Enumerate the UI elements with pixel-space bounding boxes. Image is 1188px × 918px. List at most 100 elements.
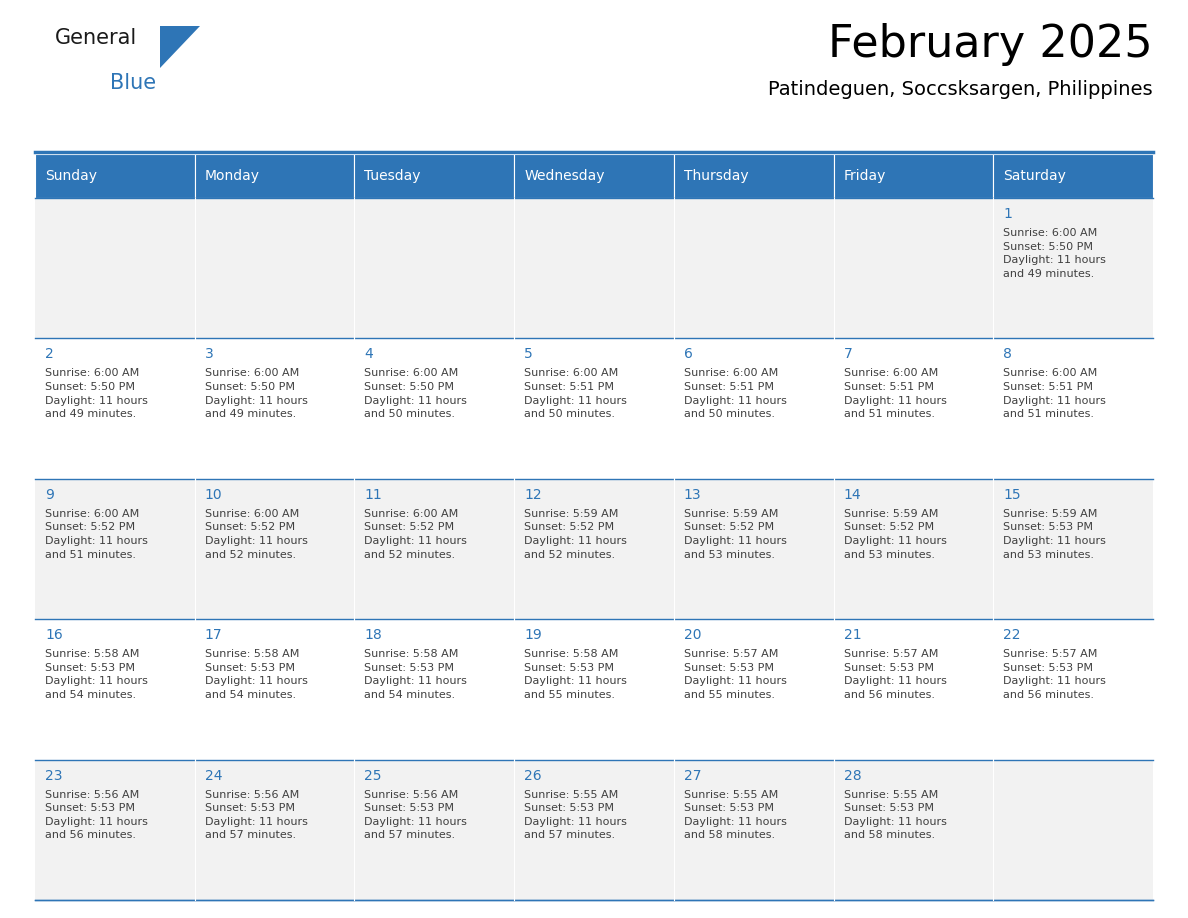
Text: Sunrise: 6:00 AM
Sunset: 5:51 PM
Daylight: 11 hours
and 50 minutes.: Sunrise: 6:00 AM Sunset: 5:51 PM Dayligh… xyxy=(684,368,786,420)
Text: General: General xyxy=(55,28,138,48)
Bar xyxy=(993,479,1154,620)
Text: 12: 12 xyxy=(524,487,542,502)
Text: Sunrise: 6:00 AM
Sunset: 5:50 PM
Daylight: 11 hours
and 49 minutes.: Sunrise: 6:00 AM Sunset: 5:50 PM Dayligh… xyxy=(45,368,147,420)
Text: Sunrise: 6:00 AM
Sunset: 5:50 PM
Daylight: 11 hours
and 49 minutes.: Sunrise: 6:00 AM Sunset: 5:50 PM Dayligh… xyxy=(1004,228,1106,279)
Bar xyxy=(674,198,834,339)
Bar xyxy=(34,339,195,479)
Text: Sunrise: 5:56 AM
Sunset: 5:53 PM
Daylight: 11 hours
and 57 minutes.: Sunrise: 5:56 AM Sunset: 5:53 PM Dayligh… xyxy=(204,789,308,840)
Bar xyxy=(354,759,514,900)
Bar xyxy=(34,759,195,900)
Text: Sunrise: 5:59 AM
Sunset: 5:53 PM
Daylight: 11 hours
and 53 minutes.: Sunrise: 5:59 AM Sunset: 5:53 PM Dayligh… xyxy=(1004,509,1106,560)
Text: 18: 18 xyxy=(365,628,383,643)
Bar xyxy=(195,759,354,900)
Text: Sunrise: 6:00 AM
Sunset: 5:51 PM
Daylight: 11 hours
and 51 minutes.: Sunrise: 6:00 AM Sunset: 5:51 PM Dayligh… xyxy=(1004,368,1106,420)
Text: 19: 19 xyxy=(524,628,542,643)
Text: Sunrise: 5:56 AM
Sunset: 5:53 PM
Daylight: 11 hours
and 56 minutes.: Sunrise: 5:56 AM Sunset: 5:53 PM Dayligh… xyxy=(45,789,147,840)
Bar xyxy=(834,479,993,620)
Polygon shape xyxy=(160,26,200,68)
Text: Sunrise: 5:55 AM
Sunset: 5:53 PM
Daylight: 11 hours
and 58 minutes.: Sunrise: 5:55 AM Sunset: 5:53 PM Dayligh… xyxy=(684,789,786,840)
Bar xyxy=(993,620,1154,759)
Text: Blue: Blue xyxy=(110,73,156,93)
Bar xyxy=(514,620,674,759)
Bar xyxy=(195,339,354,479)
Text: 3: 3 xyxy=(204,347,214,362)
Text: 13: 13 xyxy=(684,487,701,502)
Text: Monday: Monday xyxy=(204,169,260,183)
Bar xyxy=(354,339,514,479)
Bar xyxy=(34,620,195,759)
Text: 11: 11 xyxy=(365,487,383,502)
Text: 23: 23 xyxy=(45,768,63,783)
Bar xyxy=(514,154,674,198)
Text: 8: 8 xyxy=(1004,347,1012,362)
Bar xyxy=(993,154,1154,198)
Bar xyxy=(674,479,834,620)
Bar xyxy=(514,339,674,479)
Text: 4: 4 xyxy=(365,347,373,362)
Bar xyxy=(195,620,354,759)
Text: Sunrise: 5:58 AM
Sunset: 5:53 PM
Daylight: 11 hours
and 54 minutes.: Sunrise: 5:58 AM Sunset: 5:53 PM Dayligh… xyxy=(45,649,147,700)
Text: 28: 28 xyxy=(843,768,861,783)
Text: Sunrise: 5:59 AM
Sunset: 5:52 PM
Daylight: 11 hours
and 53 minutes.: Sunrise: 5:59 AM Sunset: 5:52 PM Dayligh… xyxy=(684,509,786,560)
Text: 1: 1 xyxy=(1004,207,1012,221)
Text: Sunrise: 5:58 AM
Sunset: 5:53 PM
Daylight: 11 hours
and 54 minutes.: Sunrise: 5:58 AM Sunset: 5:53 PM Dayligh… xyxy=(365,649,467,700)
Text: 24: 24 xyxy=(204,768,222,783)
Bar xyxy=(354,620,514,759)
Text: Sunrise: 6:00 AM
Sunset: 5:52 PM
Daylight: 11 hours
and 52 minutes.: Sunrise: 6:00 AM Sunset: 5:52 PM Dayligh… xyxy=(204,509,308,560)
Bar xyxy=(674,154,834,198)
Bar xyxy=(34,198,195,339)
Text: 5: 5 xyxy=(524,347,533,362)
Text: February 2025: February 2025 xyxy=(828,23,1154,66)
Text: 25: 25 xyxy=(365,768,381,783)
Bar xyxy=(993,759,1154,900)
Bar xyxy=(34,154,195,198)
Text: Sunrise: 5:58 AM
Sunset: 5:53 PM
Daylight: 11 hours
and 55 minutes.: Sunrise: 5:58 AM Sunset: 5:53 PM Dayligh… xyxy=(524,649,627,700)
Text: Sunrise: 5:55 AM
Sunset: 5:53 PM
Daylight: 11 hours
and 58 minutes.: Sunrise: 5:55 AM Sunset: 5:53 PM Dayligh… xyxy=(843,789,947,840)
Bar xyxy=(834,620,993,759)
Text: Sunrise: 5:57 AM
Sunset: 5:53 PM
Daylight: 11 hours
and 55 minutes.: Sunrise: 5:57 AM Sunset: 5:53 PM Dayligh… xyxy=(684,649,786,700)
Text: Saturday: Saturday xyxy=(1004,169,1066,183)
Text: Sunrise: 5:56 AM
Sunset: 5:53 PM
Daylight: 11 hours
and 57 minutes.: Sunrise: 5:56 AM Sunset: 5:53 PM Dayligh… xyxy=(365,789,467,840)
Bar xyxy=(834,198,993,339)
Bar xyxy=(674,759,834,900)
Text: 20: 20 xyxy=(684,628,701,643)
Bar xyxy=(514,479,674,620)
Bar xyxy=(354,154,514,198)
Text: Sunrise: 6:00 AM
Sunset: 5:50 PM
Daylight: 11 hours
and 50 minutes.: Sunrise: 6:00 AM Sunset: 5:50 PM Dayligh… xyxy=(365,368,467,420)
Text: Wednesday: Wednesday xyxy=(524,169,605,183)
Text: Sunrise: 5:59 AM
Sunset: 5:52 PM
Daylight: 11 hours
and 52 minutes.: Sunrise: 5:59 AM Sunset: 5:52 PM Dayligh… xyxy=(524,509,627,560)
Bar xyxy=(674,620,834,759)
Text: Sunrise: 5:57 AM
Sunset: 5:53 PM
Daylight: 11 hours
and 56 minutes.: Sunrise: 5:57 AM Sunset: 5:53 PM Dayligh… xyxy=(843,649,947,700)
Text: 14: 14 xyxy=(843,487,861,502)
Text: 17: 17 xyxy=(204,628,222,643)
Text: 9: 9 xyxy=(45,487,53,502)
Text: 21: 21 xyxy=(843,628,861,643)
Bar xyxy=(674,339,834,479)
Text: Sunrise: 5:59 AM
Sunset: 5:52 PM
Daylight: 11 hours
and 53 minutes.: Sunrise: 5:59 AM Sunset: 5:52 PM Dayligh… xyxy=(843,509,947,560)
Bar xyxy=(195,198,354,339)
Bar xyxy=(993,339,1154,479)
Text: 15: 15 xyxy=(1004,487,1020,502)
Text: Sunrise: 5:57 AM
Sunset: 5:53 PM
Daylight: 11 hours
and 56 minutes.: Sunrise: 5:57 AM Sunset: 5:53 PM Dayligh… xyxy=(1004,649,1106,700)
Text: Friday: Friday xyxy=(843,169,886,183)
Bar xyxy=(834,759,993,900)
Bar xyxy=(834,154,993,198)
Text: Sunrise: 5:55 AM
Sunset: 5:53 PM
Daylight: 11 hours
and 57 minutes.: Sunrise: 5:55 AM Sunset: 5:53 PM Dayligh… xyxy=(524,789,627,840)
Text: Tuesday: Tuesday xyxy=(365,169,421,183)
Text: 6: 6 xyxy=(684,347,693,362)
Text: 22: 22 xyxy=(1004,628,1020,643)
Bar xyxy=(354,198,514,339)
Text: Sunrise: 6:00 AM
Sunset: 5:51 PM
Daylight: 11 hours
and 51 minutes.: Sunrise: 6:00 AM Sunset: 5:51 PM Dayligh… xyxy=(843,368,947,420)
Bar xyxy=(195,154,354,198)
Bar xyxy=(834,339,993,479)
Bar xyxy=(993,198,1154,339)
Text: Sunrise: 5:58 AM
Sunset: 5:53 PM
Daylight: 11 hours
and 54 minutes.: Sunrise: 5:58 AM Sunset: 5:53 PM Dayligh… xyxy=(204,649,308,700)
Text: Sunday: Sunday xyxy=(45,169,97,183)
Text: 26: 26 xyxy=(524,768,542,783)
Text: Sunrise: 6:00 AM
Sunset: 5:52 PM
Daylight: 11 hours
and 51 minutes.: Sunrise: 6:00 AM Sunset: 5:52 PM Dayligh… xyxy=(45,509,147,560)
Bar xyxy=(34,479,195,620)
Text: 2: 2 xyxy=(45,347,53,362)
Text: Sunrise: 6:00 AM
Sunset: 5:51 PM
Daylight: 11 hours
and 50 minutes.: Sunrise: 6:00 AM Sunset: 5:51 PM Dayligh… xyxy=(524,368,627,420)
Bar xyxy=(354,479,514,620)
Text: 10: 10 xyxy=(204,487,222,502)
